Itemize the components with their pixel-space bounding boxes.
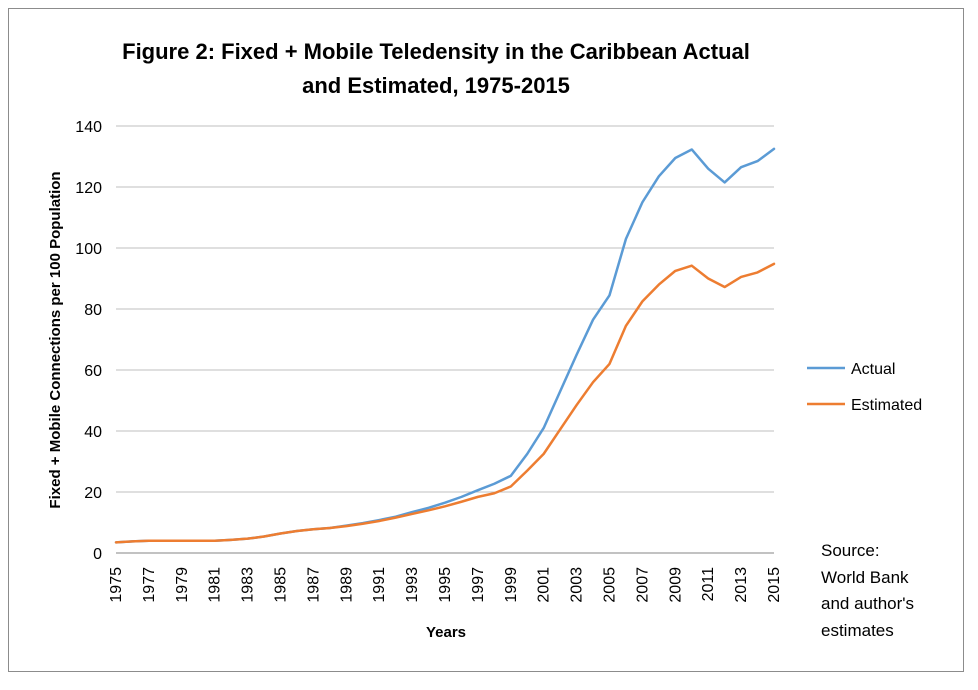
chart-title-line-2: and Estimated, 1975-2015: [302, 73, 570, 98]
x-tick-label: 1981: [207, 567, 224, 603]
source-line-3: and author's: [821, 594, 914, 613]
source-note: Source: World Bank and author's estimate…: [821, 541, 914, 640]
gridlines: [116, 125, 774, 554]
y-axis-title: Fixed + Mobile Connections per 100 Popul…: [47, 171, 64, 508]
x-tick-label: 1975: [108, 567, 125, 603]
x-tick-label: 1991: [371, 567, 388, 603]
x-tick-label: 2007: [634, 567, 651, 603]
source-line-2: World Bank: [821, 568, 909, 587]
x-tick-label: 1997: [470, 567, 487, 603]
y-axis-ticks: 0 20 40 60 80 100 120 140: [75, 119, 102, 563]
x-tick-label: 1995: [437, 567, 454, 603]
x-tick-label: 1977: [141, 567, 158, 603]
x-axis-ticks: 1975 1977 1979 1981 1983 1985 1987 1989 1991 1993…: [108, 567, 783, 603]
legend-label-estimated: Estimated: [851, 397, 922, 414]
x-tick-label: 1979: [174, 567, 191, 603]
x-tick-label: 1993: [404, 567, 421, 603]
series-line-estimated: [114, 262, 776, 544]
series-line-actual: [114, 147, 776, 544]
x-tick-label: 2011: [700, 567, 717, 602]
y-tick-label: 140: [75, 119, 102, 136]
series-lines: [114, 147, 776, 544]
x-tick-label: 1999: [503, 567, 520, 603]
x-tick-label: 1989: [338, 567, 355, 603]
y-tick-label: 20: [84, 485, 102, 502]
source-line-1: Source:: [821, 541, 880, 560]
x-tick-label: 1987: [305, 567, 322, 603]
x-tick-label: 1983: [240, 567, 257, 603]
y-tick-label: 60: [84, 363, 102, 380]
chart-frame: Figure 2: Fixed + Mobile Teledensity in …: [8, 8, 964, 672]
x-tick-label: 2013: [733, 567, 750, 603]
x-tick-label: 2003: [569, 567, 586, 603]
y-tick-label: 40: [84, 424, 102, 441]
x-axis-title: Years: [426, 624, 466, 641]
legend-label-actual: Actual: [851, 361, 895, 378]
chart-svg: Figure 2: Fixed + Mobile Teledensity in …: [47, 39, 922, 641]
y-tick-label: 80: [84, 302, 102, 319]
x-tick-label: 2015: [766, 567, 783, 603]
legend: Actual Estimated: [807, 361, 922, 414]
source-line-4: estimates: [821, 621, 894, 640]
y-tick-label: 100: [75, 241, 102, 258]
y-tick-label: 0: [93, 546, 102, 563]
y-tick-label: 120: [75, 180, 102, 197]
x-tick-label: 2009: [667, 567, 684, 603]
x-tick-label: 2001: [536, 567, 553, 603]
chart-title-line-1: Figure 2: Fixed + Mobile Teledensity in …: [122, 39, 750, 64]
x-tick-label: 2005: [602, 567, 619, 603]
x-tick-label: 1985: [273, 567, 290, 603]
